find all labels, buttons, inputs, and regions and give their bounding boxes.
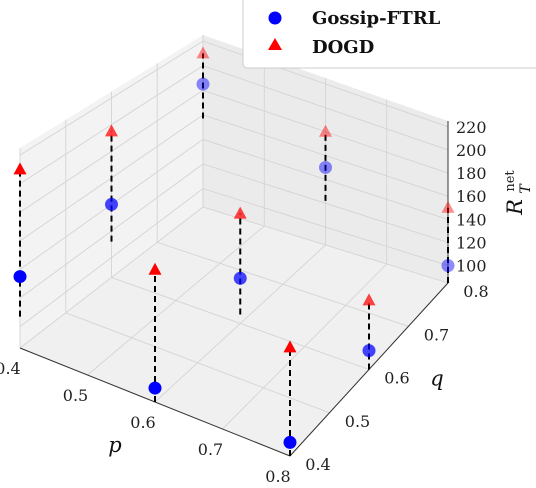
q-tick-label: 0.6	[384, 369, 409, 388]
gossip-ftrl-point	[233, 271, 247, 285]
gossip-ftrl-point	[441, 259, 455, 273]
q-tick-label: 0.7	[424, 325, 449, 344]
grid-line-z	[19, 89, 449, 213]
p-tick-label: 0.6	[130, 413, 155, 432]
data-marks	[13, 46, 455, 456]
q-tick-label: 0.4	[305, 455, 330, 474]
gossip-ftrl-point	[105, 197, 118, 211]
z-tick-label: 140	[456, 210, 487, 229]
gossip-ftrl-point	[283, 435, 297, 449]
dogd-point	[319, 124, 332, 137]
z-tick-label: 220	[456, 118, 487, 137]
dogd-point	[148, 262, 162, 275]
z-tick-label: 120	[456, 234, 487, 253]
grid-lines	[19, 35, 449, 457]
grid-line-q	[111, 91, 370, 370]
z-tick-label: 180	[456, 164, 487, 183]
dogd-point	[441, 200, 455, 213]
gossip-ftrl-point	[319, 160, 332, 174]
grid-line-q	[202, 35, 449, 284]
q-tick-label: 0.8	[463, 282, 488, 301]
q-axis-label: q	[430, 367, 443, 391]
p-tick-label: 0.8	[265, 467, 290, 486]
dogd-point	[362, 293, 376, 306]
grid-line-z	[19, 138, 449, 270]
dogd-point	[283, 340, 297, 353]
z-tick-label: 100	[456, 257, 487, 276]
dogd-point	[196, 46, 210, 59]
legend-label-gossip-ftrl: Gossip-FTRL	[312, 8, 441, 29]
grid-line-q	[156, 63, 409, 327]
gossip-ftrl-point	[196, 77, 210, 91]
p-tick-label: 0.7	[198, 440, 223, 459]
q-tick-label: 0.5	[345, 412, 370, 431]
grid-line-q	[65, 119, 330, 414]
z-axis-label-sub: T	[518, 183, 534, 194]
legend-marker-gossip-ftrl	[268, 11, 282, 25]
p-axis-label: p	[108, 433, 121, 457]
tick-labels: 0.4 0.5 0.6 0.7 0.8 0.4 0.5 0.6 0.7 0.8 100 120 140 1…	[0, 118, 489, 486]
legend-marker-dogd	[268, 38, 282, 50]
dogd-point	[233, 206, 247, 219]
z-tick-label: 200	[456, 141, 487, 160]
dogd-point	[105, 124, 118, 137]
floor-pane	[20, 207, 448, 456]
z-axis-label-main: R	[503, 199, 527, 216]
grid-line-z	[19, 188, 449, 327]
dogd-point	[13, 162, 27, 175]
gossip-ftrl-point	[13, 270, 27, 284]
z-tick-label: 160	[456, 187, 487, 206]
p-tick-label: 0.5	[63, 386, 88, 405]
gossip-ftrl-point	[362, 344, 376, 358]
p-tick-label: 0.4	[0, 359, 21, 378]
legend-box	[242, 0, 536, 69]
z-axis-label-sup: net	[503, 170, 518, 192]
grid-line-z	[19, 163, 449, 299]
gossip-ftrl-point	[148, 381, 162, 395]
legend-label-dogd: DOGD	[312, 37, 374, 58]
grid-line-z	[19, 40, 449, 156]
legend: Gossip-FTRL DOGD	[242, 0, 536, 69]
